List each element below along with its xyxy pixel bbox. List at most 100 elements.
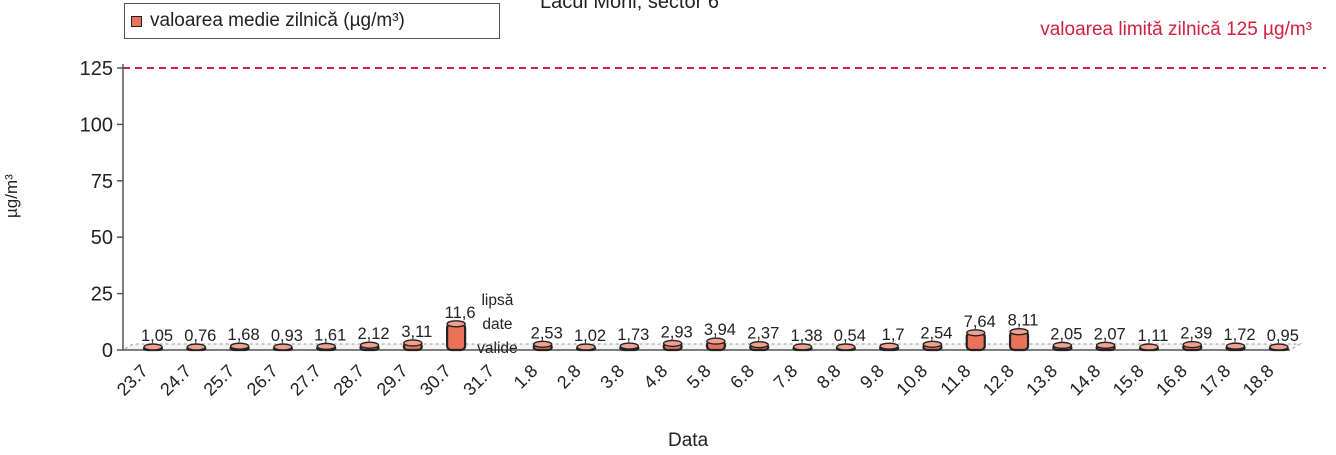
bar-top bbox=[836, 343, 856, 351]
x-tick-label: 25.7 bbox=[200, 361, 239, 400]
bar-top bbox=[403, 339, 423, 347]
annotation-label: lipsă bbox=[481, 292, 513, 309]
data-label: 1,02 bbox=[574, 327, 606, 345]
bar-top bbox=[186, 343, 207, 351]
bar-top bbox=[619, 342, 640, 350]
x-tick-label: 15.8 bbox=[1109, 361, 1148, 400]
data-label: 1,72 bbox=[1223, 326, 1255, 344]
x-axis-label: Data bbox=[668, 430, 709, 451]
annotation-label: date bbox=[482, 316, 512, 333]
y-tick-label: 125 bbox=[80, 58, 113, 80]
bar-top bbox=[1095, 341, 1116, 350]
x-tick-label: 12.8 bbox=[979, 361, 1018, 400]
bar-top bbox=[446, 320, 466, 328]
x-tick-label: 3.8 bbox=[596, 361, 628, 393]
x-tick-label: 17.8 bbox=[1195, 361, 1234, 400]
x-tick-label: 27.7 bbox=[286, 361, 325, 400]
x-tick-label: 16.8 bbox=[1152, 361, 1191, 400]
data-label: 1,73 bbox=[617, 326, 649, 344]
bars bbox=[142, 320, 1289, 352]
bar-top bbox=[316, 342, 336, 351]
data-label: 0,54 bbox=[834, 327, 866, 345]
bar-top bbox=[359, 341, 380, 349]
bar-top bbox=[1052, 341, 1073, 350]
bar-top bbox=[879, 342, 899, 350]
data-label: 2,39 bbox=[1180, 325, 1212, 343]
data-label: 2,05 bbox=[1050, 325, 1082, 343]
legend: valoarea medie zilnică (µg/m³) bbox=[124, 3, 500, 39]
x-tick-label: 18.8 bbox=[1239, 361, 1278, 400]
bar-top bbox=[229, 342, 250, 350]
bar-top bbox=[1139, 343, 1159, 351]
data-label: 1,68 bbox=[228, 326, 260, 344]
bar-top bbox=[749, 340, 769, 349]
legend-swatch-icon bbox=[131, 15, 142, 27]
legend-label: valoarea medie zilnică (µg/m³) bbox=[150, 10, 405, 31]
bar-top bbox=[1225, 342, 1246, 350]
bar-top bbox=[1269, 343, 1289, 351]
data-label: 7,64 bbox=[964, 313, 996, 331]
y-tick-label: 0 bbox=[102, 340, 113, 362]
limit-label: valoarea limită zilnică 125 µg/m³ bbox=[1040, 19, 1312, 40]
bar bbox=[446, 322, 467, 352]
bar-top bbox=[966, 329, 986, 337]
x-tick-label: 9.8 bbox=[856, 361, 888, 393]
data-label: 8,11 bbox=[1008, 312, 1039, 330]
bar-top bbox=[273, 343, 293, 351]
x-tick-label: 2.8 bbox=[553, 361, 585, 393]
data-label: 3,11 bbox=[401, 323, 432, 341]
x-tick-label: 26.7 bbox=[243, 361, 282, 400]
y-axis-label: µg/m³ bbox=[2, 174, 21, 218]
data-label: 2,07 bbox=[1094, 325, 1126, 343]
data-label: 2,37 bbox=[747, 325, 779, 343]
bar-top bbox=[706, 337, 726, 345]
x-tick-label: 6.8 bbox=[726, 361, 758, 393]
annotation-label: valide bbox=[477, 340, 518, 357]
data-labels: 1,05 0,76 1,68 0,93 1,61 2,12 3,11 11,6 lipsă dat… bbox=[141, 292, 1299, 357]
x-tick-label: 11.8 bbox=[937, 361, 975, 399]
x-tick-label: 29.7 bbox=[373, 361, 412, 400]
y-tick-label: 75 bbox=[91, 171, 113, 193]
x-tick-label: 24.7 bbox=[156, 361, 195, 400]
x-tick-label: 1.8 bbox=[510, 361, 542, 393]
y-tick-label: 50 bbox=[91, 227, 113, 249]
data-label: 0,95 bbox=[1267, 327, 1299, 345]
x-tick-label: 4.8 bbox=[640, 361, 672, 393]
bar-top bbox=[662, 339, 683, 348]
data-label: 1,11 bbox=[1138, 327, 1169, 345]
bar-top bbox=[143, 343, 163, 351]
data-label: 1,38 bbox=[790, 327, 822, 345]
bar-top bbox=[1182, 340, 1202, 349]
data-label: 2,93 bbox=[661, 323, 693, 341]
chart-title: Lacul Morii, sector 6 bbox=[540, 0, 719, 13]
bar-top bbox=[792, 343, 813, 351]
bar-top bbox=[922, 340, 943, 348]
data-label: 0,93 bbox=[271, 327, 303, 345]
data-label: 0,76 bbox=[184, 327, 216, 345]
data-label: 2,12 bbox=[357, 325, 389, 343]
x-tick-label: 5.8 bbox=[683, 361, 715, 393]
y-tick-label: 100 bbox=[80, 114, 113, 136]
data-label: 2,53 bbox=[531, 324, 563, 342]
data-label: 1,7 bbox=[882, 326, 905, 344]
x-tick-label: 23.7 bbox=[113, 361, 152, 400]
x-tick-label: 7.8 bbox=[770, 361, 802, 393]
x-tick-label: 10.8 bbox=[892, 361, 931, 400]
x-tick-label: 13.8 bbox=[1022, 361, 1061, 400]
axes bbox=[117, 64, 1290, 351]
x-tick-label: 28.7 bbox=[329, 361, 368, 400]
x-tick-label: 30.7 bbox=[416, 361, 455, 400]
data-label: 3,94 bbox=[704, 321, 736, 339]
bar-top bbox=[576, 343, 596, 351]
data-label: 2,54 bbox=[920, 324, 952, 342]
x-tick-label: 8.8 bbox=[813, 361, 845, 393]
data-label: 1,05 bbox=[141, 327, 173, 345]
x-tick-label: 31.7 bbox=[459, 361, 498, 400]
data-label: 11,6 bbox=[445, 304, 476, 322]
bar-top bbox=[1009, 328, 1029, 336]
data-label: 1,61 bbox=[314, 326, 346, 344]
x-tick-label: 14.8 bbox=[1066, 361, 1105, 400]
y-tick-label: 25 bbox=[91, 284, 113, 306]
bar-top bbox=[533, 340, 553, 348]
